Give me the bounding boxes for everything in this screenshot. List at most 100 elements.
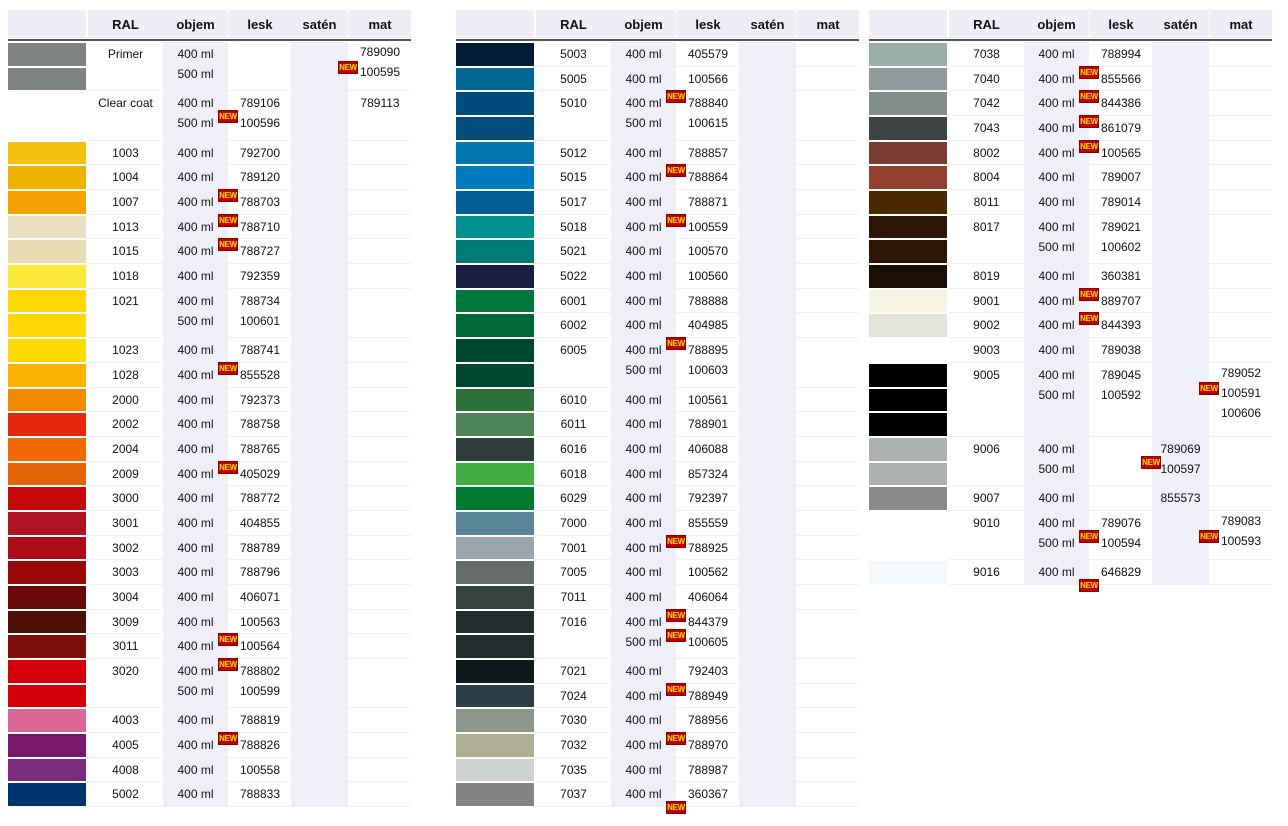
volume: 500 ml: [177, 116, 214, 131]
volume: 400 ml: [1038, 121, 1075, 136]
new-badge: NEW: [1141, 455, 1161, 469]
product-code: 100591: [1220, 385, 1262, 400]
color-swatch: [8, 734, 86, 757]
table-row: [88, 264, 411, 289]
table-row: [536, 42, 859, 67]
new-badge: NEW: [1079, 312, 1099, 326]
product-code: 100559: [687, 219, 729, 234]
product-code: 788741: [239, 343, 281, 358]
product-code: 788802: [239, 664, 281, 678]
ral-code: 7016: [560, 614, 587, 629]
product-code: 844379: [687, 614, 729, 629]
ral-code: 6016: [560, 441, 587, 456]
volume: 400 ml: [177, 417, 214, 432]
table-row: [949, 215, 1272, 265]
product-code: 788895: [687, 343, 729, 358]
product-code: 855528: [239, 367, 281, 382]
ral-code: 1003: [112, 145, 139, 160]
table-row: [88, 437, 411, 462]
table-row: [536, 239, 859, 265]
product-code: 100563: [239, 614, 281, 629]
color-swatch: [8, 117, 86, 140]
new-badge: NEW: [666, 732, 686, 746]
table-row: [88, 560, 411, 585]
product-code: 100605: [687, 634, 729, 649]
table-row: [949, 289, 1272, 314]
product-code: 788789: [239, 540, 281, 555]
table-row: [949, 91, 1272, 117]
product-code: 100570: [687, 244, 729, 259]
product-code: 788796: [239, 565, 281, 580]
volume: 400 ml: [625, 269, 662, 284]
header-divider: [456, 39, 859, 41]
ral-code: 8002: [973, 145, 1000, 160]
table-row: [949, 313, 1272, 339]
volume: 500 ml: [177, 67, 214, 81]
color-swatch: [869, 240, 947, 264]
table-row: [536, 190, 859, 215]
color-swatch: [8, 758, 86, 782]
table-row: [536, 412, 859, 437]
product-code: 788765: [239, 441, 281, 456]
volume: 400 ml: [1038, 367, 1075, 382]
table-row: [88, 239, 411, 265]
product-code: 788864: [687, 170, 729, 185]
product-code: 789113: [360, 96, 400, 111]
ral-code: 8004: [973, 170, 1000, 185]
product-code: 788840: [687, 96, 729, 111]
product-code: 792373: [239, 392, 281, 407]
product-code: 405029: [239, 466, 281, 481]
column-header: RAL: [949, 10, 1024, 38]
volume: 400 ml: [625, 318, 662, 333]
table-row: [536, 388, 859, 413]
color-swatch: [456, 585, 534, 609]
color-swatch: [869, 413, 947, 436]
new-badge: NEW: [666, 534, 686, 548]
ral-code: 3001: [112, 515, 139, 530]
product-code: 788888: [687, 293, 729, 308]
column-header: satén: [1152, 10, 1209, 38]
new-badge: NEW: [666, 682, 686, 696]
table-row: [88, 659, 411, 709]
new-badge: NEW: [666, 90, 686, 104]
new-badge: NEW: [218, 633, 238, 647]
new-badge: NEW: [218, 238, 238, 252]
volume: 400 ml: [1038, 565, 1075, 580]
table-row: [536, 536, 859, 561]
color-swatch: [456, 561, 534, 584]
ral-code: 2000: [112, 392, 139, 407]
ral-code: 7021: [560, 664, 587, 678]
table-row: [88, 338, 411, 363]
volume: 400 ml: [625, 47, 662, 61]
table-row: [536, 338, 859, 388]
product-code: 792359: [239, 269, 281, 284]
ral-code: 3011: [112, 639, 139, 654]
ral-code: 9007: [973, 491, 1000, 506]
ral-code: 1021: [112, 293, 139, 308]
table-row: [88, 215, 411, 240]
table-row: [88, 165, 411, 191]
product-code: 788727: [239, 244, 281, 259]
ral-code: 6002: [560, 318, 587, 333]
color-swatch: [456, 388, 534, 412]
product-code: 100603: [687, 363, 729, 378]
ral-code: 9005: [973, 367, 1000, 382]
color-swatch: [456, 67, 534, 91]
product-code: 788901: [687, 417, 729, 432]
volume: 400 ml: [625, 195, 662, 210]
product-code: 100596: [239, 116, 281, 131]
ral-code: 6011: [560, 417, 587, 432]
volume: 500 ml: [625, 634, 662, 649]
volume: 400 ml: [177, 293, 214, 308]
volume: 400 ml: [625, 589, 662, 604]
product-code: 789090: [359, 45, 401, 59]
color-swatch: [456, 635, 534, 658]
volume: 400 ml: [177, 367, 214, 382]
volume: 400 ml: [177, 762, 214, 777]
color-swatch: [869, 511, 947, 535]
volume: 400 ml: [177, 466, 214, 481]
color-swatch: [869, 265, 947, 288]
volume: 400 ml: [625, 170, 662, 185]
volume: 500 ml: [177, 684, 214, 698]
ral-code: 3000: [112, 491, 139, 506]
